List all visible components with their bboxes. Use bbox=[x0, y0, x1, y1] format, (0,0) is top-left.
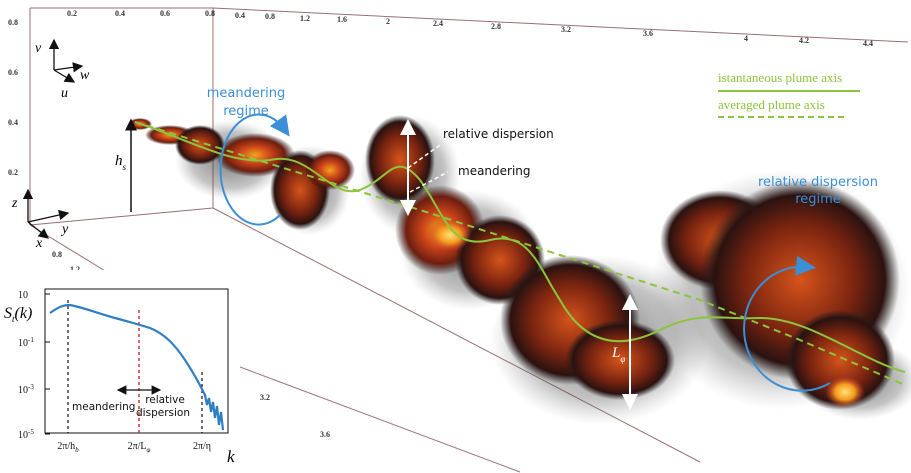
top-tick-label: 3.2 bbox=[561, 25, 571, 34]
L-phi-label: Lφ bbox=[611, 345, 625, 364]
top-tick-label: 0.4 bbox=[235, 11, 245, 20]
inset-x-tick-label: 2π/Lφ bbox=[128, 441, 151, 454]
triad-xyz bbox=[22, 188, 70, 239]
top-tick-label: 4.4 bbox=[863, 39, 873, 48]
legend-instantaneous-label: istantaneous plume axis bbox=[718, 70, 842, 85]
top-tick-label: 2.8 bbox=[491, 22, 501, 31]
left-tick-label: 0.4 bbox=[8, 118, 18, 127]
top-tick-label: 2.4 bbox=[433, 19, 443, 28]
rel-disp-regime-label-1: relative dispersion bbox=[758, 175, 878, 190]
plume-volume bbox=[128, 115, 911, 425]
meandering-regime-circle bbox=[219, 113, 290, 226]
triad-uvw bbox=[48, 38, 84, 83]
axis-ticks: 0.2 0.4 0.6 0.8 0.4 0.8 1.2 1.6 2 2.4 2.8 3.2 3.6 4 4.… bbox=[8, 9, 873, 439]
lower-tick-label: 1.2 bbox=[70, 265, 80, 274]
top-tick-label: 4 bbox=[744, 34, 748, 43]
hs-label: hs bbox=[115, 153, 127, 172]
spectrum-inset: St(k) 10 10-1 10-3 10-5 2π/hb 2π/Lφ 2π/η mean… bbox=[0, 270, 240, 473]
legend-averaged-label: averaged plume axis bbox=[718, 97, 825, 112]
inset-ylabel: St(k) bbox=[4, 305, 32, 324]
inset-x-tick-label: 2π/hb bbox=[57, 441, 79, 454]
top-tick-label: 4.2 bbox=[799, 36, 809, 45]
top-tick-label: 3.6 bbox=[643, 29, 653, 38]
triad-z-label: z bbox=[11, 196, 18, 211]
inset-y-ticks: 10 10-1 10-3 10-5 bbox=[18, 290, 50, 441]
inset-x-ticks: 2π/hb 2π/Lφ 2π/η bbox=[57, 441, 211, 454]
inset-x-tick-label: 2π/η bbox=[193, 441, 211, 452]
inset-meandering-label: meandering bbox=[72, 401, 135, 413]
inset-axes-box bbox=[44, 288, 229, 434]
top-tick-label: 0.8 bbox=[205, 9, 215, 18]
triad-x-label: x bbox=[35, 236, 43, 251]
meandering-regime-label-2: regime bbox=[223, 104, 269, 119]
top-tick-label: 0.8 bbox=[265, 12, 275, 21]
domain-frame bbox=[29, 7, 909, 473]
inset-relative-label: relative bbox=[145, 394, 185, 406]
top-tick-label: 0.2 bbox=[67, 9, 77, 18]
bottom-tick-label: 3.6 bbox=[320, 430, 330, 439]
left-tick-label: 0.8 bbox=[8, 18, 18, 27]
triad-y-label: y bbox=[60, 222, 69, 237]
inset-xlabel: k bbox=[227, 447, 235, 466]
inset-spectrum-curve bbox=[49, 303, 225, 431]
triad-w-label: w bbox=[80, 68, 90, 83]
top-tick-label: 1.6 bbox=[337, 15, 347, 24]
meandering-label: meandering bbox=[458, 164, 531, 178]
rel-disp-regime-label-2: regime bbox=[795, 192, 841, 207]
inset-y-tick-label: 10-3 bbox=[18, 383, 34, 396]
inset-y-tick-label: 10-5 bbox=[18, 428, 34, 441]
lower-tick-label: 0.8 bbox=[52, 250, 62, 259]
relative-dispersion-label: relative dispersion bbox=[443, 127, 554, 141]
averaged-plume-axis bbox=[134, 121, 906, 386]
top-tick-label: 0.4 bbox=[115, 9, 125, 18]
meandering-regime-label-1: meandering bbox=[207, 86, 286, 101]
inset-y-tick-label: 10-1 bbox=[18, 336, 34, 349]
left-tick-label: 0.6 bbox=[8, 68, 18, 77]
triad-u-label: u bbox=[61, 86, 68, 101]
left-tick-label: 0.2 bbox=[8, 168, 18, 177]
inset-y-tick-label: 10 bbox=[18, 290, 28, 301]
bottom-tick-label: 3.2 bbox=[260, 393, 270, 402]
top-tick-label: 0.6 bbox=[160, 9, 170, 18]
triad-v-label: v bbox=[35, 41, 42, 56]
top-tick-label: 1.2 bbox=[300, 14, 310, 23]
instantaneous-plume-axis bbox=[134, 121, 906, 373]
legend: istantaneous plume axis averaged plume a… bbox=[718, 70, 860, 118]
top-tick-label: 2 bbox=[386, 17, 390, 26]
inset-dispersion-label: dispersion bbox=[136, 407, 190, 419]
inset-background bbox=[0, 270, 240, 473]
meandering-leader bbox=[409, 171, 449, 193]
relative-dispersion-regime-circle bbox=[743, 255, 831, 392]
